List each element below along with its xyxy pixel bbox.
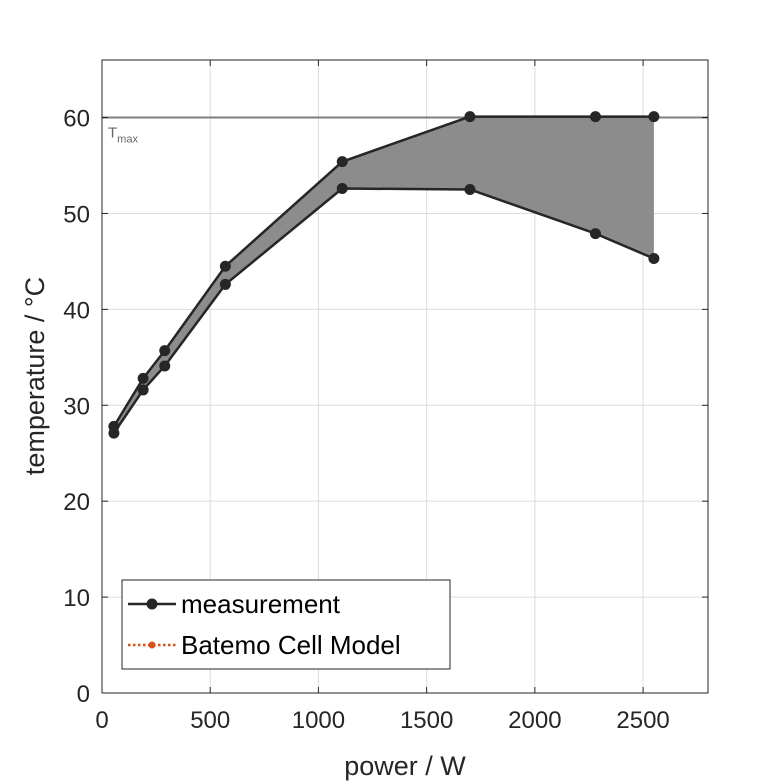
y-tick-label-0: 0 [77, 681, 90, 708]
series-group [108, 111, 660, 439]
data-point-lower-2 [159, 360, 171, 372]
data-point-upper-3 [219, 260, 231, 272]
legend-box [121, 579, 451, 670]
data-point-lower-6 [589, 228, 601, 240]
x-tick-label-2: 1000 [292, 707, 345, 734]
x-tick-label-1: 500 [190, 707, 230, 734]
legend-marker-batemo [148, 641, 156, 649]
data-point-upper-5 [464, 111, 476, 123]
legend-marker-measurement [146, 598, 158, 610]
data-point-lower-4 [336, 183, 348, 195]
x-tick-label-5: 2500 [616, 707, 669, 734]
data-point-lower-7 [648, 253, 660, 265]
legend-label-measurement: measurement [181, 589, 341, 619]
y-tick-label-4: 40 [63, 297, 90, 324]
y-axis-label: temperature / °C [20, 277, 50, 475]
data-point-upper-2 [159, 345, 171, 357]
data-point-upper-7 [648, 111, 660, 123]
x-tick-label-4: 2000 [508, 707, 561, 734]
band-fill [113, 116, 654, 434]
data-point-upper-4 [336, 156, 348, 168]
data-point-lower-5 [464, 183, 476, 195]
y-tick-label-3: 30 [63, 393, 90, 420]
y-tick-label-5: 50 [63, 201, 90, 228]
data-point-upper-6 [589, 111, 601, 123]
reference-line-label: Tmax [108, 125, 138, 146]
plot-frame [101, 59, 709, 694]
band-polygon [113, 116, 654, 434]
x-tick-label-0: 0 [95, 707, 108, 734]
tick-group: 0 500 1000 1500 2000 2500 0 10 20 30 40 50 60 [63, 60, 708, 734]
y-tick-label-1: 10 [63, 585, 90, 612]
data-point-lower-0 [108, 427, 120, 439]
legend-label-batemo: Batemo Cell Model [181, 630, 401, 660]
y-tick-label-2: 20 [63, 489, 90, 516]
data-point-upper-1 [137, 372, 149, 384]
y-tick-label-6: 60 [63, 106, 90, 133]
x-axis-label: power / W [344, 751, 466, 781]
data-point-lower-3 [219, 278, 231, 290]
data-point-lower-1 [137, 384, 149, 396]
legend: measurement Batemo Cell Model [121, 579, 451, 670]
x-tick-label-3: 1500 [400, 707, 453, 734]
series-line-upper [112, 115, 654, 428]
